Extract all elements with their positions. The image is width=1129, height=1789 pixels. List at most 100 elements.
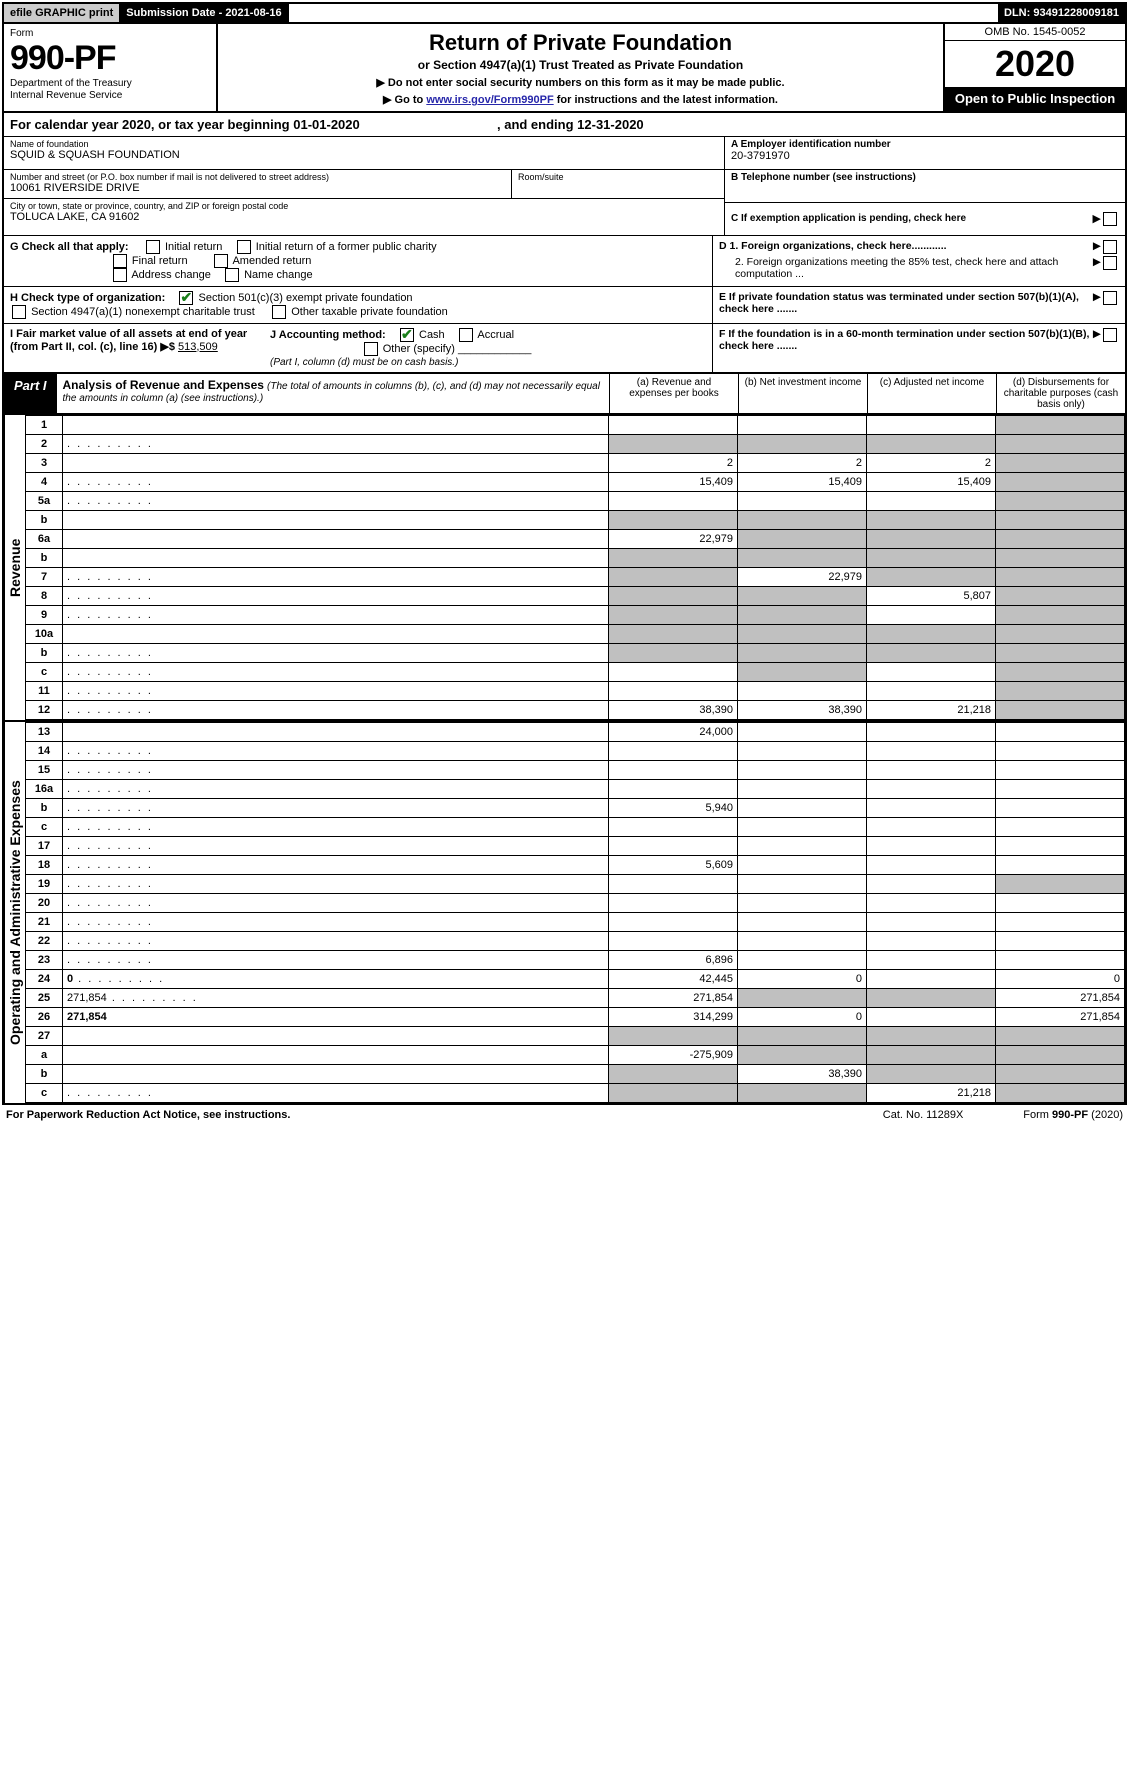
amt-a [609, 491, 738, 510]
amt-a [609, 741, 738, 760]
amt-c [867, 605, 996, 624]
i-value: 513,509 [178, 341, 218, 353]
table-row: 17 [26, 836, 1125, 855]
h-cb-4947[interactable] [12, 305, 26, 319]
amt-c [867, 491, 996, 510]
amt-d [996, 662, 1125, 681]
d1-checkbox[interactable] [1103, 240, 1117, 254]
amt-d [996, 722, 1125, 741]
table-row: c [26, 817, 1125, 836]
h-opt-2: Section 4947(a)(1) nonexempt charitable … [31, 306, 255, 318]
amt-c: 15,409 [867, 472, 996, 491]
amt-a [609, 874, 738, 893]
amt-a [609, 779, 738, 798]
calyear-begin: 01-01-2020 [293, 117, 360, 132]
table-row: 21 [26, 912, 1125, 931]
amt-b [738, 1083, 867, 1102]
d2-checkbox[interactable] [1103, 256, 1117, 270]
amt-a: 5,940 [609, 798, 738, 817]
amt-c [867, 950, 996, 969]
amt-c [867, 855, 996, 874]
amt-b [738, 681, 867, 700]
g-cb-final[interactable] [113, 254, 127, 268]
j-cb-accrual[interactable] [459, 328, 473, 342]
amt-d [996, 912, 1125, 931]
street-row: Number and street (or P.O. box number if… [4, 170, 724, 199]
g-cb-amended[interactable] [214, 254, 228, 268]
d-block: D 1. Foreign organizations, check here..… [712, 236, 1125, 286]
line-number: 5a [26, 491, 63, 510]
e-arrow: ▶ [1093, 291, 1101, 319]
table-row: 85,807 [26, 586, 1125, 605]
line-desc: 271,854 [63, 1007, 609, 1026]
table-row: 14 [26, 741, 1125, 760]
amt-a: 42,445 [609, 969, 738, 988]
name-label: Name of foundation [10, 139, 718, 149]
amt-a [609, 624, 738, 643]
h-left: H Check type of organization: Section 50… [4, 287, 712, 323]
amt-d [996, 434, 1125, 453]
amt-a [609, 643, 738, 662]
d2-arrow: ▶ [1093, 256, 1101, 280]
line-number: 19 [26, 874, 63, 893]
i-block: I Fair market value of all assets at end… [10, 328, 250, 368]
amt-a: 6,896 [609, 950, 738, 969]
amt-d [996, 1045, 1125, 1064]
line-desc [63, 624, 609, 643]
amt-a [609, 760, 738, 779]
revenue-vert-label: Revenue [4, 415, 25, 720]
amt-d [996, 874, 1125, 893]
form-subtitle: or Section 4947(a)(1) Trust Treated as P… [226, 58, 935, 72]
line-desc [63, 586, 609, 605]
g-cb-addr[interactable] [113, 268, 127, 282]
line-number: 2 [26, 434, 63, 453]
efile-label[interactable]: efile GRAPHIC print [4, 4, 120, 22]
line-desc [63, 510, 609, 529]
line-number: b [26, 548, 63, 567]
line-desc [63, 662, 609, 681]
amt-b [738, 988, 867, 1007]
amt-b: 38,390 [738, 1064, 867, 1083]
irs-link[interactable]: www.irs.gov/Form990PF [426, 94, 553, 106]
amt-a [609, 817, 738, 836]
h-cb-501c3[interactable] [179, 291, 193, 305]
line-number: 25 [26, 988, 63, 1007]
table-row: 15 [26, 760, 1125, 779]
table-row: 25271,854271,854271,854 [26, 988, 1125, 1007]
calyear-mid: , and ending [497, 117, 577, 132]
table-row: 16a [26, 779, 1125, 798]
j-cb-other[interactable] [364, 342, 378, 356]
line-desc [63, 874, 609, 893]
revenue-table: 123222415,40915,40915,4095ab6a22,979b722… [25, 415, 1125, 720]
amt-b: 15,409 [738, 472, 867, 491]
amt-d [996, 415, 1125, 434]
d1-arrow: ▶ [1093, 240, 1101, 254]
footer-year: 2020 [1095, 1109, 1119, 1121]
line-number: 15 [26, 760, 63, 779]
h-cb-other[interactable] [272, 305, 286, 319]
line-number: b [26, 643, 63, 662]
amt-d [996, 836, 1125, 855]
amt-c [867, 1064, 996, 1083]
col-a-header: (a) Revenue and expenses per books [609, 374, 738, 413]
amt-c [867, 836, 996, 855]
g-cb-name[interactable] [225, 268, 239, 282]
d2-label: 2. Foreign organizations meeting the 85%… [719, 256, 1093, 280]
amt-c [867, 1026, 996, 1045]
g-cb-initial[interactable] [146, 240, 160, 254]
amt-c [867, 567, 996, 586]
table-row: b [26, 510, 1125, 529]
g-cb-initial2[interactable] [237, 240, 251, 254]
amt-a [609, 510, 738, 529]
amt-d [996, 529, 1125, 548]
dln-label: DLN: 93491228009181 [998, 4, 1125, 22]
amt-b: 38,390 [738, 700, 867, 719]
h-label: H Check type of organization: [10, 292, 165, 304]
g-opt-3: Amended return [232, 255, 311, 267]
c-checkbox[interactable] [1103, 212, 1117, 226]
j-cb-cash[interactable] [400, 328, 414, 342]
f-checkbox[interactable] [1103, 328, 1117, 342]
e-checkbox[interactable] [1103, 291, 1117, 305]
amt-b [738, 950, 867, 969]
amt-c [867, 662, 996, 681]
